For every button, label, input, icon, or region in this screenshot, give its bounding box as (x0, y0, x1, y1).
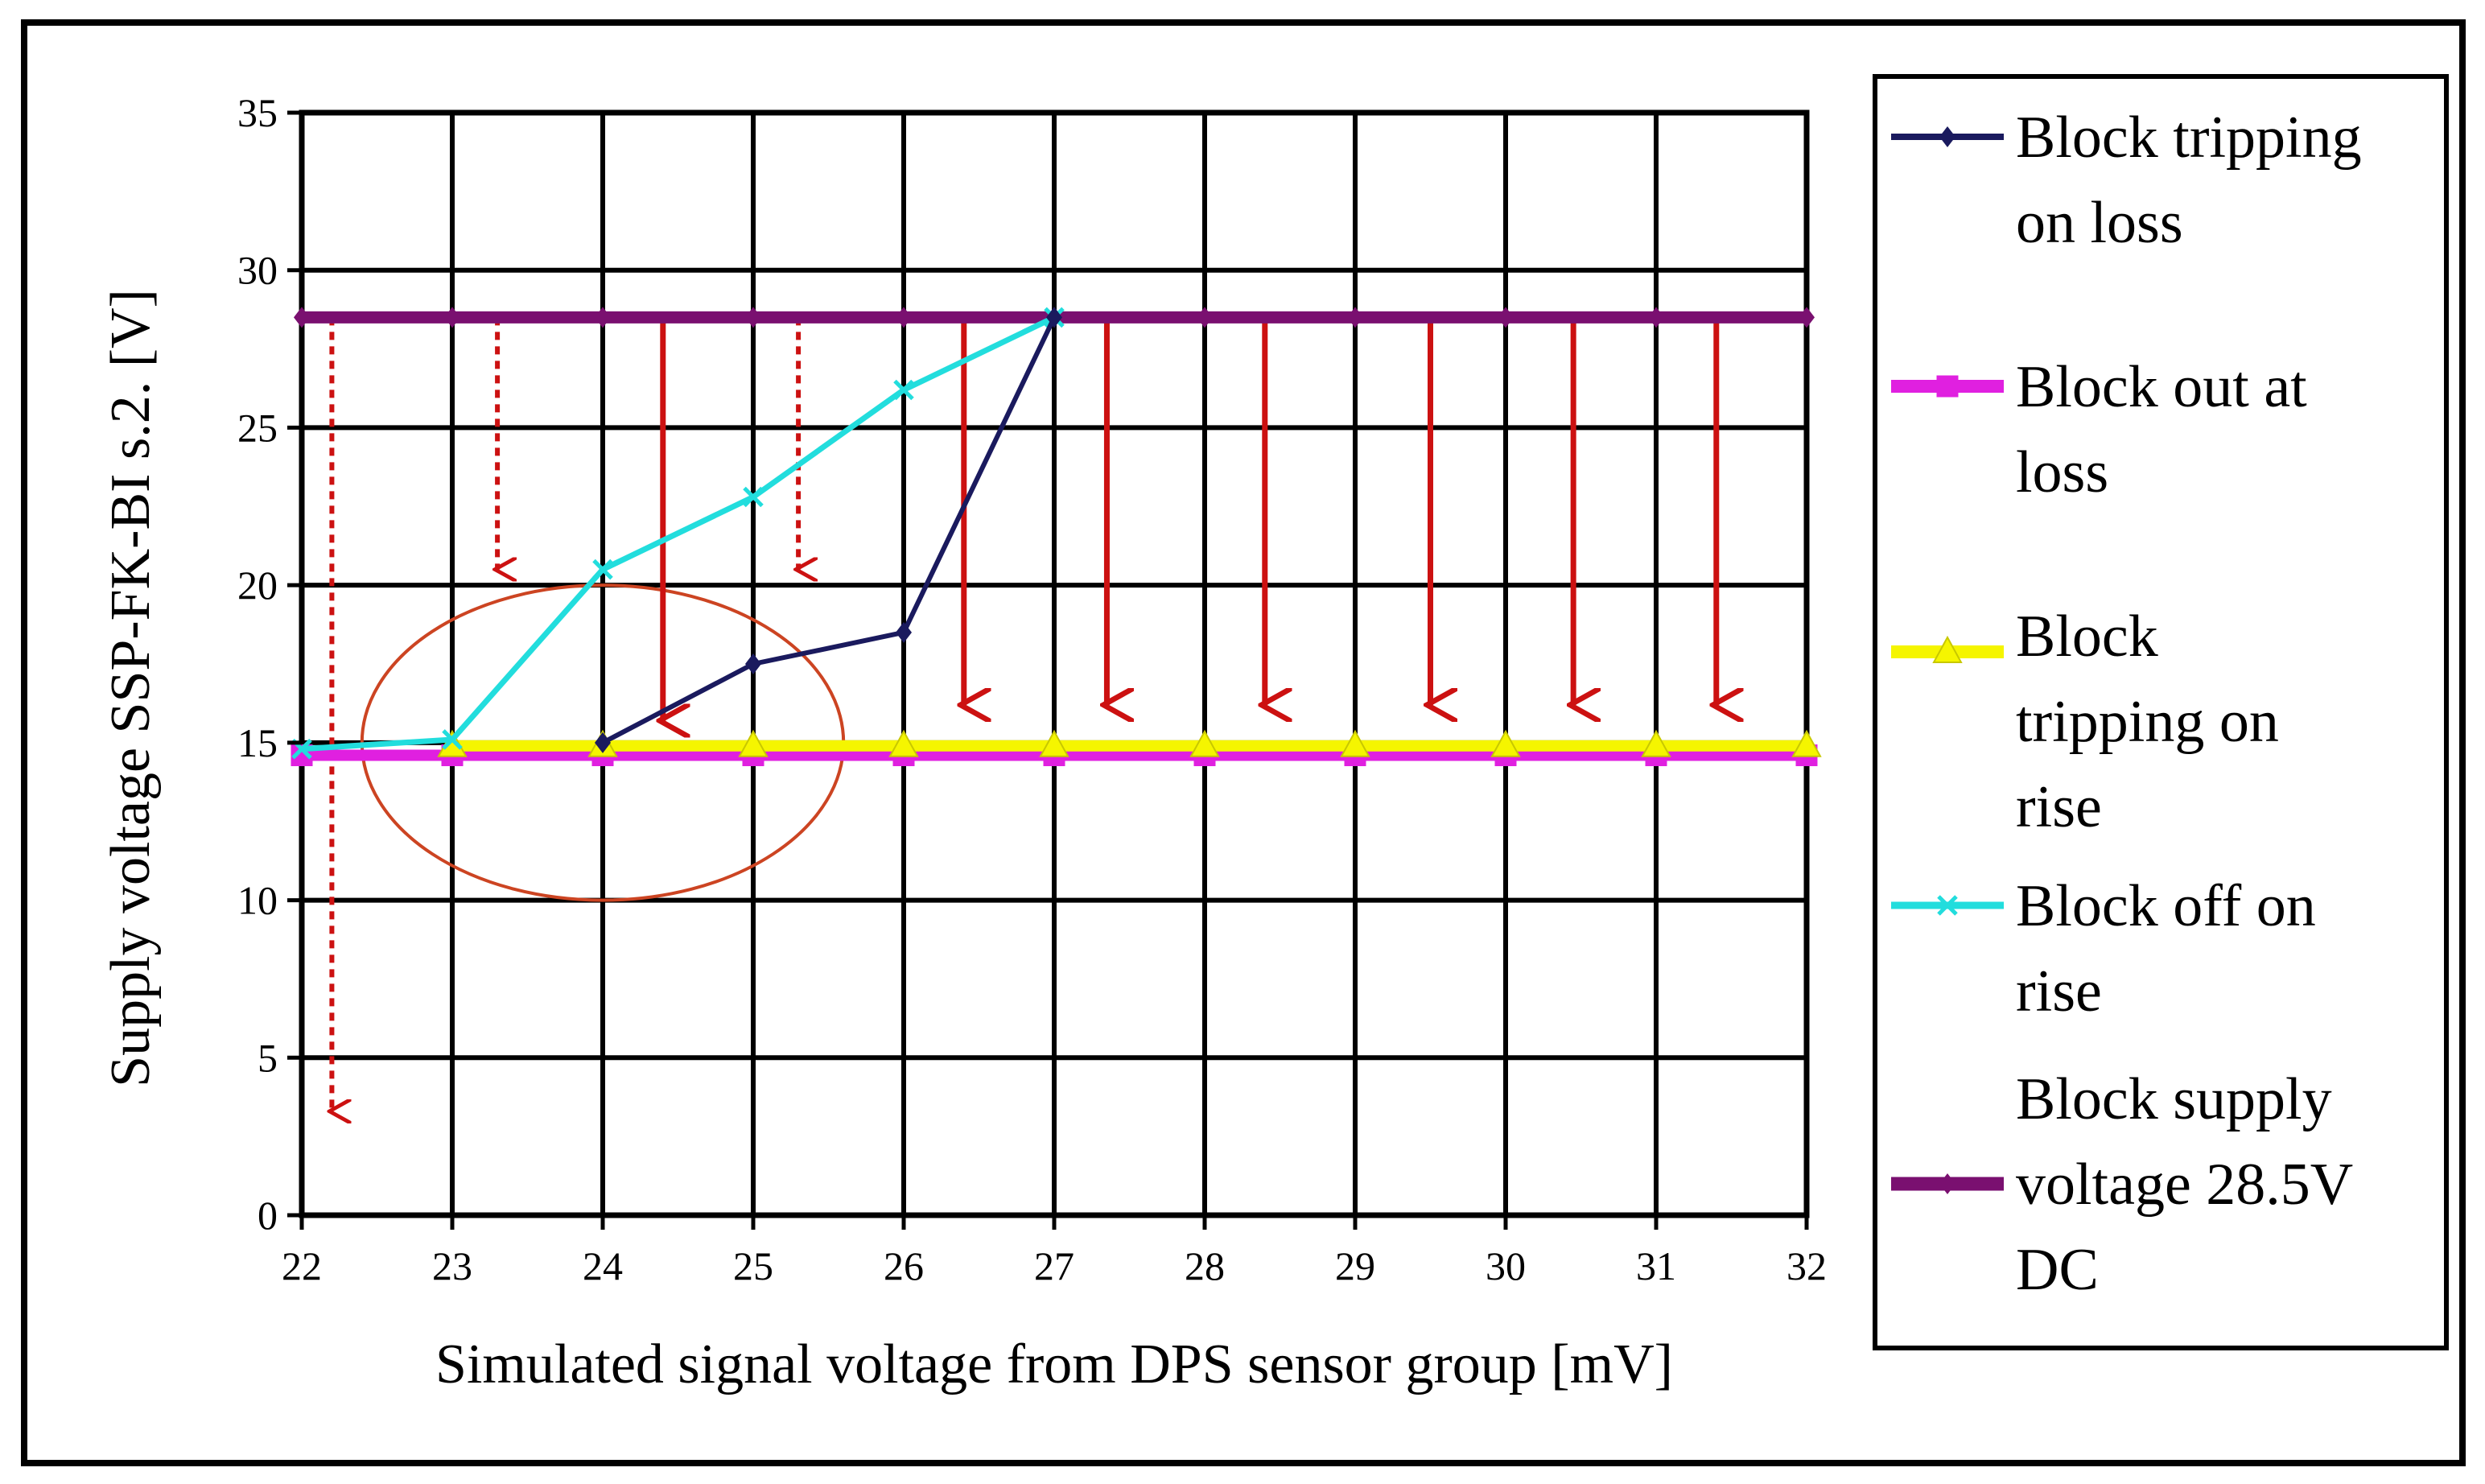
data-point (893, 379, 914, 401)
data-point (1939, 126, 1955, 147)
data-point (1791, 729, 1822, 757)
data-point (444, 307, 460, 328)
data-point (1197, 307, 1213, 328)
annotations (332, 317, 1716, 1111)
legend-label: rise (2016, 774, 2102, 840)
data-point (294, 307, 310, 328)
data-point (896, 307, 912, 328)
data-point (745, 653, 761, 674)
x-tick-label: 24 (583, 1243, 623, 1288)
data-point (1932, 635, 1963, 663)
data-point (1648, 307, 1664, 328)
data-point (1939, 1173, 1955, 1194)
data-point (442, 729, 463, 750)
y-tick-label: 5 (258, 1035, 278, 1080)
x-axis-title: Simulated signal voltage from DPS sensor… (435, 1334, 1673, 1395)
y-tick-label: 30 (237, 248, 278, 293)
data-point (1937, 895, 1958, 916)
data-point (1347, 307, 1363, 328)
y-tick-label: 25 (237, 405, 278, 450)
data-point (1046, 307, 1062, 328)
legend-label: loss (2016, 439, 2108, 505)
data-point (896, 621, 912, 643)
legend-label: tripping on (2016, 689, 2279, 755)
data-point (738, 729, 769, 757)
data-point (1799, 307, 1815, 328)
data-point (1039, 729, 1069, 757)
legend-box (1873, 74, 2449, 1350)
series-line (601, 316, 1057, 745)
data-point (1189, 729, 1220, 757)
x-tick-label: 23 (432, 1243, 472, 1288)
x-tick-label: 31 (1636, 1243, 1676, 1288)
data-point (1936, 375, 1959, 398)
x-tick-label: 28 (1185, 1243, 1225, 1288)
x-tick-label: 22 (282, 1243, 322, 1288)
x-tick-label: 30 (1486, 1243, 1526, 1288)
legend-label: Block out at (2016, 354, 2307, 420)
legend-label: Block (2016, 604, 2158, 670)
y-tick-label: 35 (237, 90, 278, 135)
legend-label: Block supply (2016, 1066, 2332, 1132)
data-point (1498, 307, 1514, 328)
data-point (1340, 729, 1370, 757)
y-axis-title: Supply voltage SSP-FK-BI s.2. [V] (100, 289, 162, 1087)
x-tick-label: 29 (1335, 1243, 1375, 1288)
x-tick-label: 26 (884, 1243, 924, 1288)
series-layer (291, 307, 1822, 767)
legend-label: on loss (2016, 190, 2183, 256)
legend-label: Block off on (2016, 873, 2316, 939)
legend: Block tripping on loss Block out at loss Blo… (1873, 74, 2449, 1350)
y-tick-label: 10 (237, 878, 278, 923)
data-point (595, 732, 611, 753)
data-point (888, 729, 919, 757)
x-tick-label: 27 (1034, 1243, 1074, 1288)
y-tick-label: 15 (237, 720, 278, 765)
y-tick-label: 20 (237, 563, 278, 608)
legend-label: Block tripping (2016, 105, 2362, 171)
x-tick-label: 25 (733, 1243, 773, 1288)
series-line (301, 315, 1056, 752)
data-point (595, 307, 611, 328)
axes: 22 23 24 25 26 27 28 29 30 31 32 0 5 10 15 20 25 30 35 Simu… (100, 90, 1827, 1395)
data-point (592, 559, 613, 580)
data-point (1490, 729, 1521, 757)
legend-label: rise (2016, 958, 2102, 1024)
legend-label: DC (2016, 1237, 2099, 1303)
data-point (743, 486, 764, 508)
data-point (745, 307, 761, 328)
data-point (1641, 729, 1671, 757)
x-tick-label: 32 (1786, 1243, 1827, 1288)
legend-label: voltage 28.5V (2016, 1152, 2353, 1218)
y-tick-label: 0 (258, 1193, 278, 1238)
